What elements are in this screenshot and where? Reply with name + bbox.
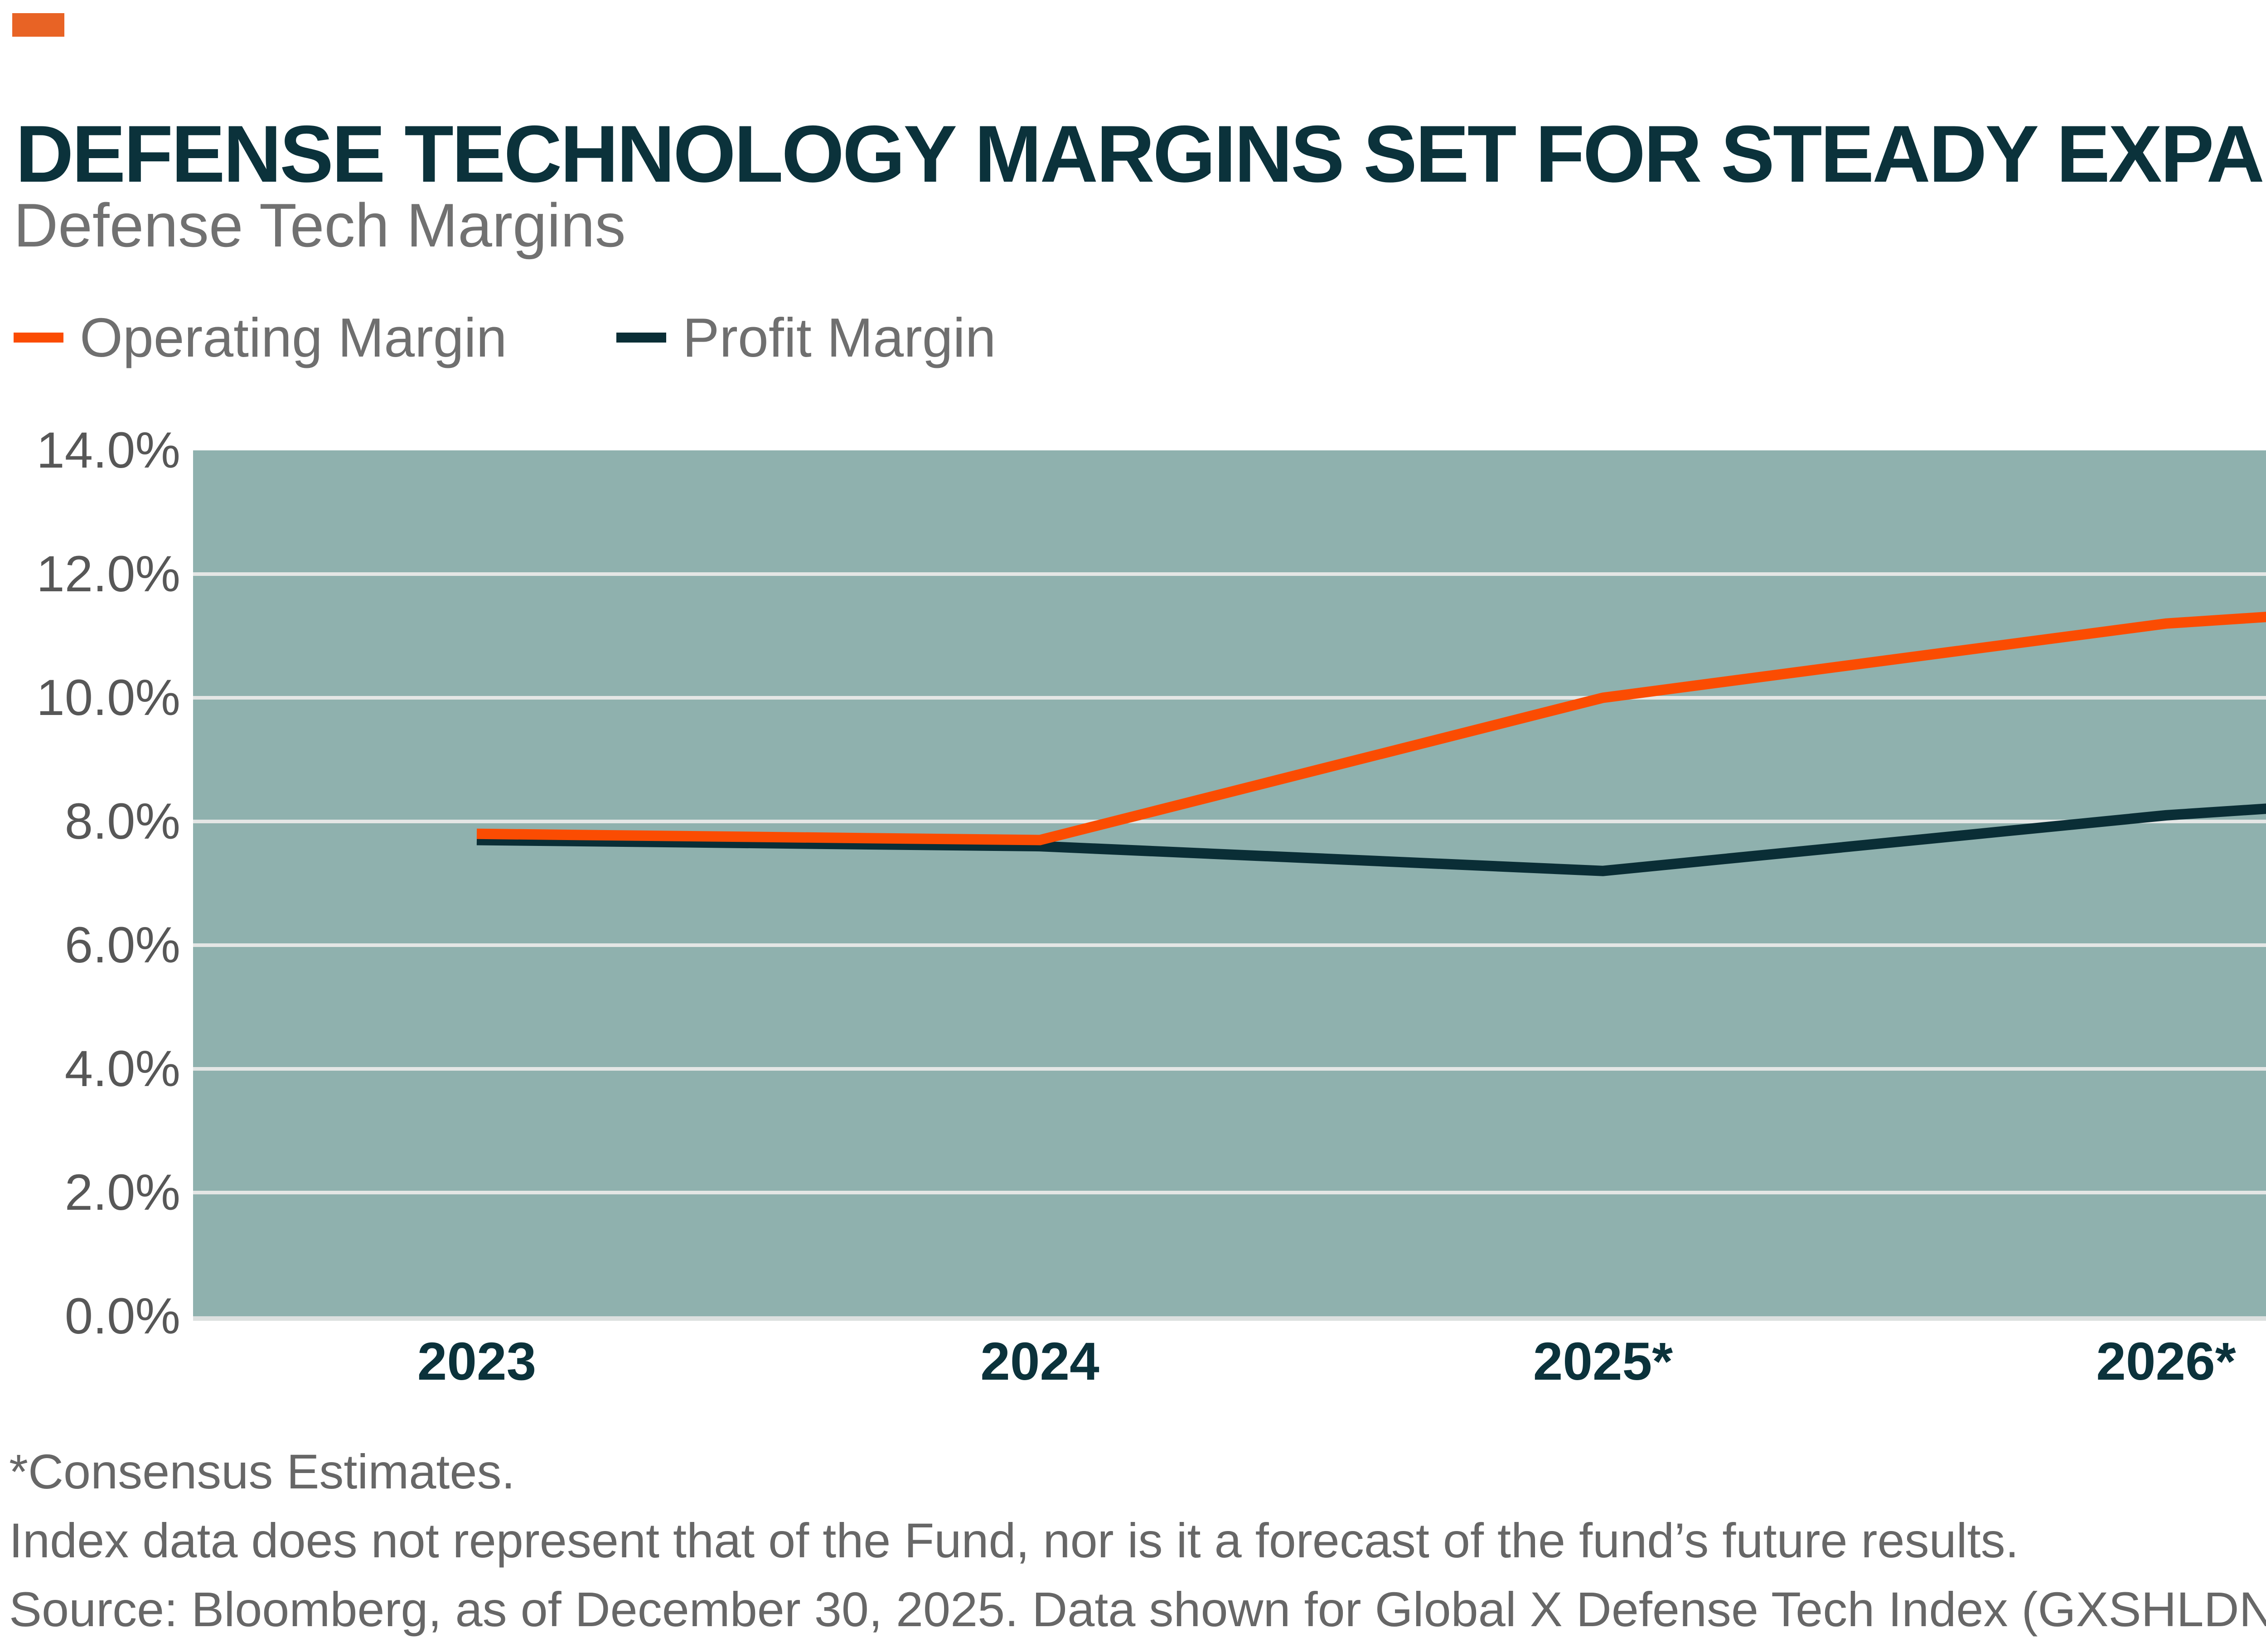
y-tick-8.0%: 8.0% xyxy=(64,793,180,850)
operating-margin-swatch xyxy=(14,333,63,343)
x-tick-2024: 2024 xyxy=(980,1332,1099,1391)
x-axis-line xyxy=(193,1316,2266,1321)
y-tick-14.0%: 14.0% xyxy=(36,422,180,478)
profit-margin-line xyxy=(476,803,2266,876)
chart-subtitle: Defense Tech Margins xyxy=(14,191,626,260)
footnote-index-disclaimer: Index data does not represent that of th… xyxy=(9,1513,2019,1568)
legend: Operating Margin Profit Margin xyxy=(0,306,2266,369)
legend-label-operating-margin: Operating Margin xyxy=(80,307,507,368)
x-tick-2026: 2026* xyxy=(2096,1332,2236,1391)
y-tick-2.0%: 2.0% xyxy=(64,1164,180,1221)
y-tick-10.0%: 10.0% xyxy=(36,669,180,726)
operating-margin-line xyxy=(476,612,2266,845)
plot-area xyxy=(193,450,2266,1316)
footnotes: *Consensus Estimates. Index data does no… xyxy=(9,1437,2266,1644)
x-tick-2023: 2023 xyxy=(417,1332,537,1391)
footnote-source: Source: Bloomberg, as of December 30, 20… xyxy=(9,1582,2266,1637)
profit-margin-swatch xyxy=(616,333,666,343)
legend-item-operating-margin: Operating Margin xyxy=(14,306,507,369)
plot-background xyxy=(193,450,2266,1316)
legend-label-profit-margin: Profit Margin xyxy=(683,307,996,368)
footnote-consensus: *Consensus Estimates. xyxy=(9,1444,515,1499)
y-tick-0.0%: 0.0% xyxy=(64,1288,180,1344)
y-tick-12.0%: 12.0% xyxy=(36,546,180,602)
x-tick-2025: 2025* xyxy=(1533,1332,1673,1391)
legend-item-profit-margin: Profit Margin xyxy=(616,306,996,369)
y-tick-4.0%: 4.0% xyxy=(64,1040,180,1097)
brand-accent-bar xyxy=(12,13,64,37)
y-tick-6.0%: 6.0% xyxy=(64,917,180,973)
page-title: DEFENSE TECHNOLOGY MARGINS SET FOR STEAD… xyxy=(15,109,2266,199)
